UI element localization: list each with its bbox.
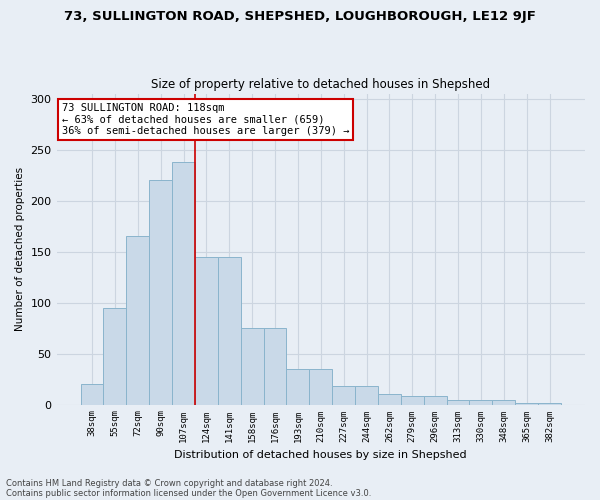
- Bar: [493, 400, 515, 404]
- Bar: [103, 308, 127, 404]
- Bar: [80, 384, 103, 404]
- Bar: [218, 256, 241, 404]
- Bar: [172, 162, 195, 404]
- Bar: [538, 402, 561, 404]
- Bar: [446, 400, 469, 404]
- Bar: [241, 328, 263, 404]
- Bar: [310, 369, 332, 404]
- Text: Contains HM Land Registry data © Crown copyright and database right 2024.: Contains HM Land Registry data © Crown c…: [6, 478, 332, 488]
- Bar: [424, 396, 446, 404]
- Bar: [401, 396, 424, 404]
- Bar: [378, 394, 401, 404]
- Bar: [469, 400, 493, 404]
- Bar: [332, 386, 355, 404]
- Text: 73, SULLINGTON ROAD, SHEPSHED, LOUGHBOROUGH, LE12 9JF: 73, SULLINGTON ROAD, SHEPSHED, LOUGHBORO…: [64, 10, 536, 23]
- Text: Contains public sector information licensed under the Open Government Licence v3: Contains public sector information licen…: [6, 488, 371, 498]
- Bar: [515, 402, 538, 404]
- Title: Size of property relative to detached houses in Shepshed: Size of property relative to detached ho…: [151, 78, 490, 91]
- Y-axis label: Number of detached properties: Number of detached properties: [15, 167, 25, 331]
- Bar: [149, 180, 172, 404]
- Bar: [263, 328, 286, 404]
- Bar: [127, 236, 149, 404]
- Text: 73 SULLINGTON ROAD: 118sqm
← 63% of detached houses are smaller (659)
36% of sem: 73 SULLINGTON ROAD: 118sqm ← 63% of deta…: [62, 103, 349, 136]
- Bar: [195, 256, 218, 404]
- Bar: [355, 386, 378, 404]
- Bar: [286, 369, 310, 404]
- X-axis label: Distribution of detached houses by size in Shepshed: Distribution of detached houses by size …: [175, 450, 467, 460]
